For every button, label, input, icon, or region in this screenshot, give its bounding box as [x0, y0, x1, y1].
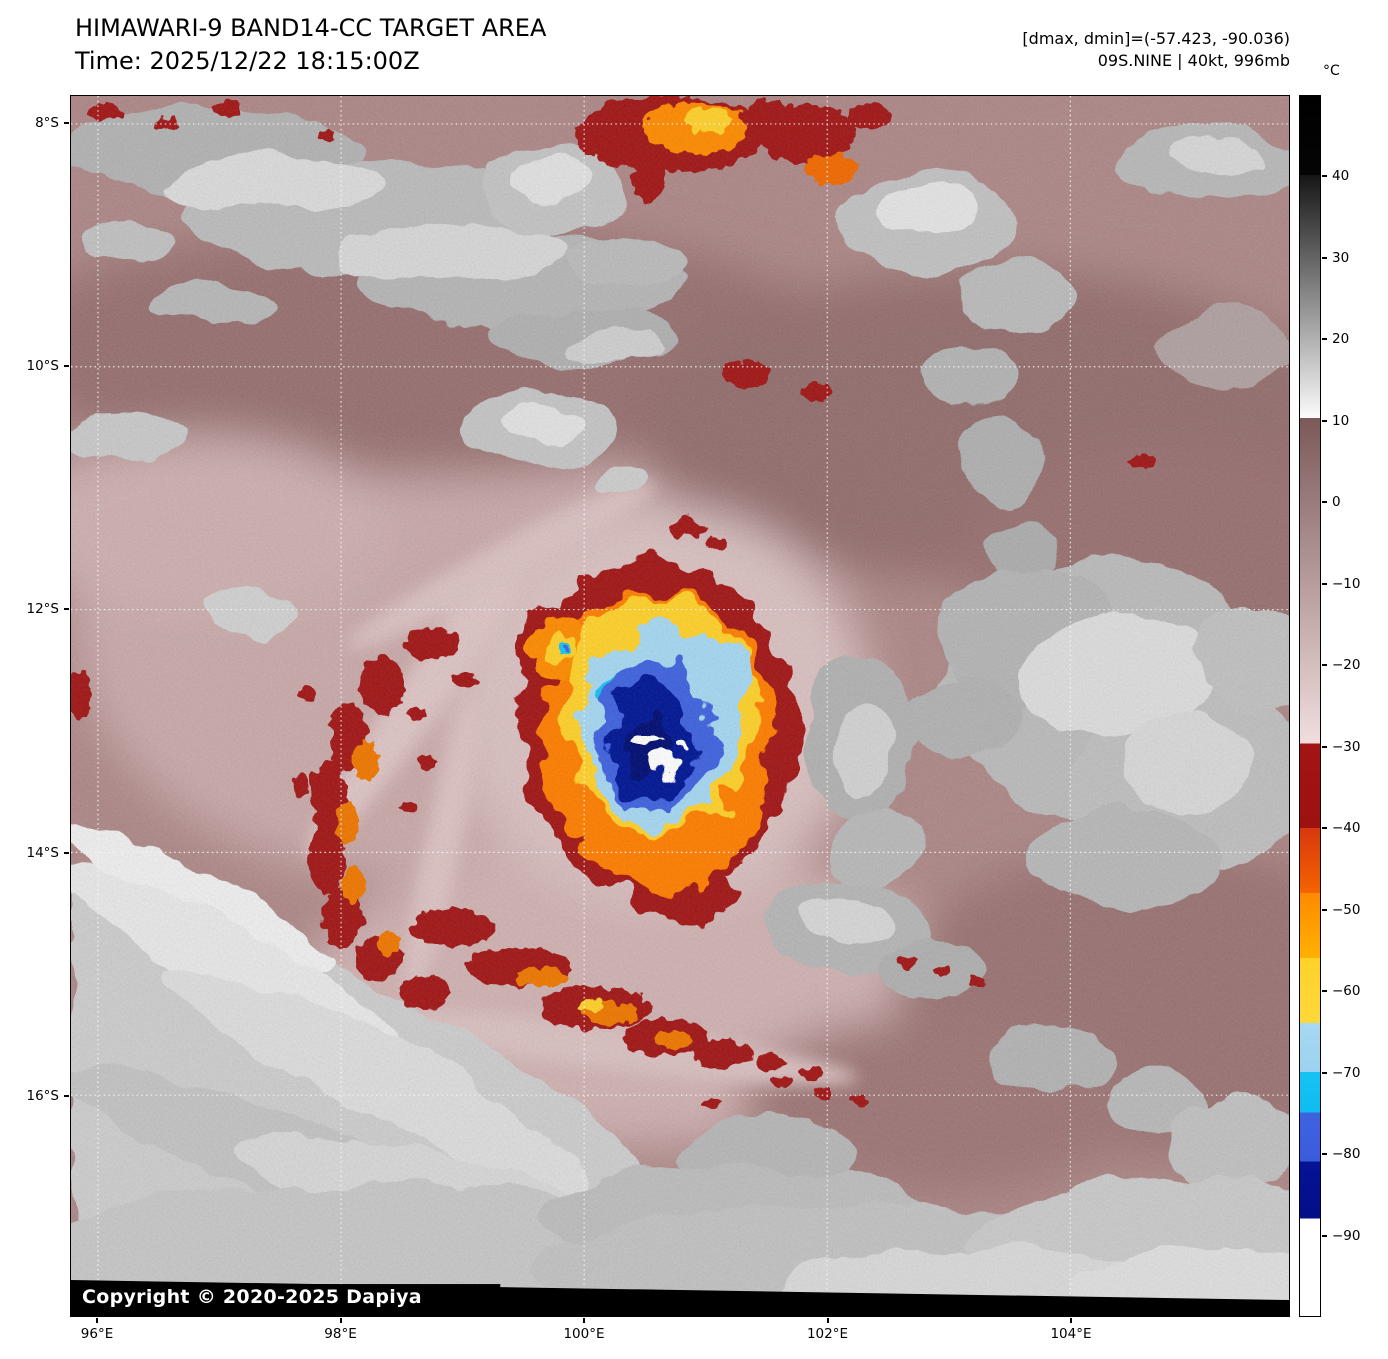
lon-tickmark [1070, 1318, 1072, 1323]
temperature-colorbar [1299, 95, 1321, 1317]
colorbar-tick-label: 20 [1332, 331, 1350, 348]
colorbar-tickmark [1322, 664, 1327, 667]
lon-tick-label: 100°E [563, 1326, 605, 1342]
colorbar-tickmark [1322, 990, 1327, 993]
colorbar-tickmark [1322, 582, 1327, 585]
lon-tick-label: 96°E [80, 1326, 114, 1342]
lon-tick-label: 102°E [806, 1326, 849, 1342]
satellite-image [71, 96, 1289, 1316]
lat-tick-label: 10°S [26, 358, 60, 375]
colorbar-tickmark [1322, 256, 1327, 259]
lon-tickmark [583, 1318, 585, 1323]
longitude-axis: 96°E 98°E 100°E 102°E 104°E [70, 1318, 1290, 1346]
colorbar-tickmark [1322, 338, 1327, 341]
product-title: HIMAWARI-9 BAND14-CC TARGET AREA [75, 14, 547, 42]
copyright-bar [71, 1284, 501, 1316]
lat-tick-label: 8°S [35, 115, 59, 131]
lat-tickmark [64, 851, 69, 854]
colorbar-tick-label: 0 [1332, 494, 1341, 511]
lat-tickmark [64, 608, 69, 611]
lon-tickmark [826, 1318, 829, 1323]
lat-tick-label: 16°S [26, 1087, 60, 1104]
storm-info: 09S.NINE | 40kt, 996mb [1097, 51, 1290, 70]
colorbar-tickmark [1322, 908, 1327, 911]
colorbar-tick-label: 30 [1332, 249, 1350, 266]
colorbar-tickmark [1322, 419, 1327, 422]
lon-tick-label: 98°E [324, 1326, 357, 1342]
product-time: Time: 2025/12/22 18:15:00Z [75, 47, 420, 75]
colorbar-tick-label: 40 [1332, 168, 1350, 185]
colorbar-tickmark [1322, 1071, 1327, 1074]
lat-tickmark [64, 365, 69, 368]
colorbar-tickmark [1322, 175, 1327, 178]
colorbar-tickmark [1322, 501, 1327, 504]
colorbar-tick-label: −80 [1332, 1146, 1361, 1163]
colorbar-tick-label: 10 [1332, 412, 1350, 429]
latitude-axis: 8°S 10°S 12°S 14°S 16°S [0, 95, 70, 1317]
lon-tickmark [96, 1318, 98, 1323]
grain-dark [71, 96, 1289, 1316]
copyright-label: Copyright © 2020-2025 Dapiya [82, 1286, 422, 1308]
lon-tick-label: 104°E [1050, 1326, 1092, 1342]
colorbar-tick-label: −60 [1332, 983, 1361, 1000]
colorbar-tick-label: −90 [1332, 1227, 1361, 1244]
colorbar-tick-label: −40 [1332, 820, 1361, 837]
colorbar-tick-label: −30 [1332, 738, 1361, 755]
colorbar-tick-label: −20 [1332, 657, 1361, 674]
dmax-dmin-readout: [dmax, dmin]=(-57.423, -90.036) [1022, 29, 1290, 48]
colorbar-tickmark [1322, 1153, 1327, 1156]
map-area: Copyright © 2020-2025 Dapiya [70, 95, 1290, 1317]
colorbar-tickmark [1322, 745, 1327, 748]
colorbar-tickmark [1322, 1234, 1327, 1237]
colorbar-tick-label: −70 [1332, 1064, 1361, 1081]
colorbar-tick-label: −10 [1332, 575, 1361, 592]
lat-tick-label: 12°S [26, 601, 60, 618]
colorbar-ticks: 40 30 20 10 0 −10 −20 −30 −40 −50 −60 −70 −80 −90 [1322, 95, 1386, 1317]
lat-tickmark [64, 1094, 69, 1097]
lat-tick-label: 14°S [26, 844, 60, 861]
colorbar-unit-label: °C [1323, 63, 1340, 79]
lon-tickmark [339, 1318, 342, 1323]
colorbar-tick-label: −50 [1332, 901, 1361, 918]
lat-tickmark [64, 122, 69, 124]
header-right: [dmax, dmin]=(-57.423, -90.036) 09S.NINE… [1022, 28, 1290, 72]
colorbar-tickmark [1322, 827, 1327, 830]
